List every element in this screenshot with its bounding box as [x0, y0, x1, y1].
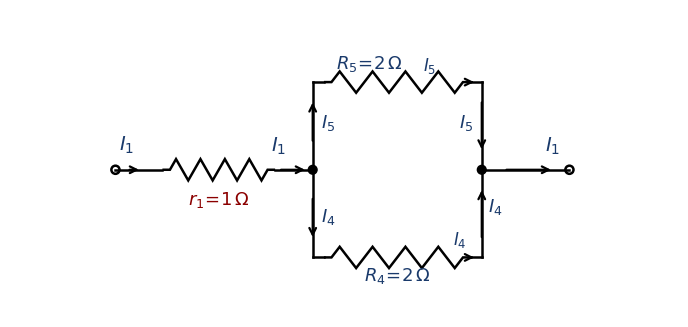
- Text: $r_1\!=\!1\,\Omega$: $r_1\!=\!1\,\Omega$: [188, 190, 250, 210]
- Text: $I_1$: $I_1$: [118, 135, 133, 156]
- Text: $I_4$: $I_4$: [321, 207, 336, 227]
- Circle shape: [477, 165, 486, 174]
- Text: $I_1$: $I_1$: [270, 136, 286, 157]
- Text: $I_5$: $I_5$: [321, 113, 335, 133]
- Text: $I_5$: $I_5$: [423, 57, 436, 77]
- Text: $I_1$: $I_1$: [545, 136, 560, 157]
- Text: $I_5$: $I_5$: [460, 113, 473, 133]
- Text: $I_4$: $I_4$: [453, 230, 466, 250]
- Text: $I_4$: $I_4$: [488, 197, 503, 217]
- Text: $R_5\!=\!2\,\Omega$: $R_5\!=\!2\,\Omega$: [336, 54, 402, 74]
- Circle shape: [308, 165, 317, 174]
- Text: $R_4\!=\!2\,\Omega$: $R_4\!=\!2\,\Omega$: [364, 266, 431, 285]
